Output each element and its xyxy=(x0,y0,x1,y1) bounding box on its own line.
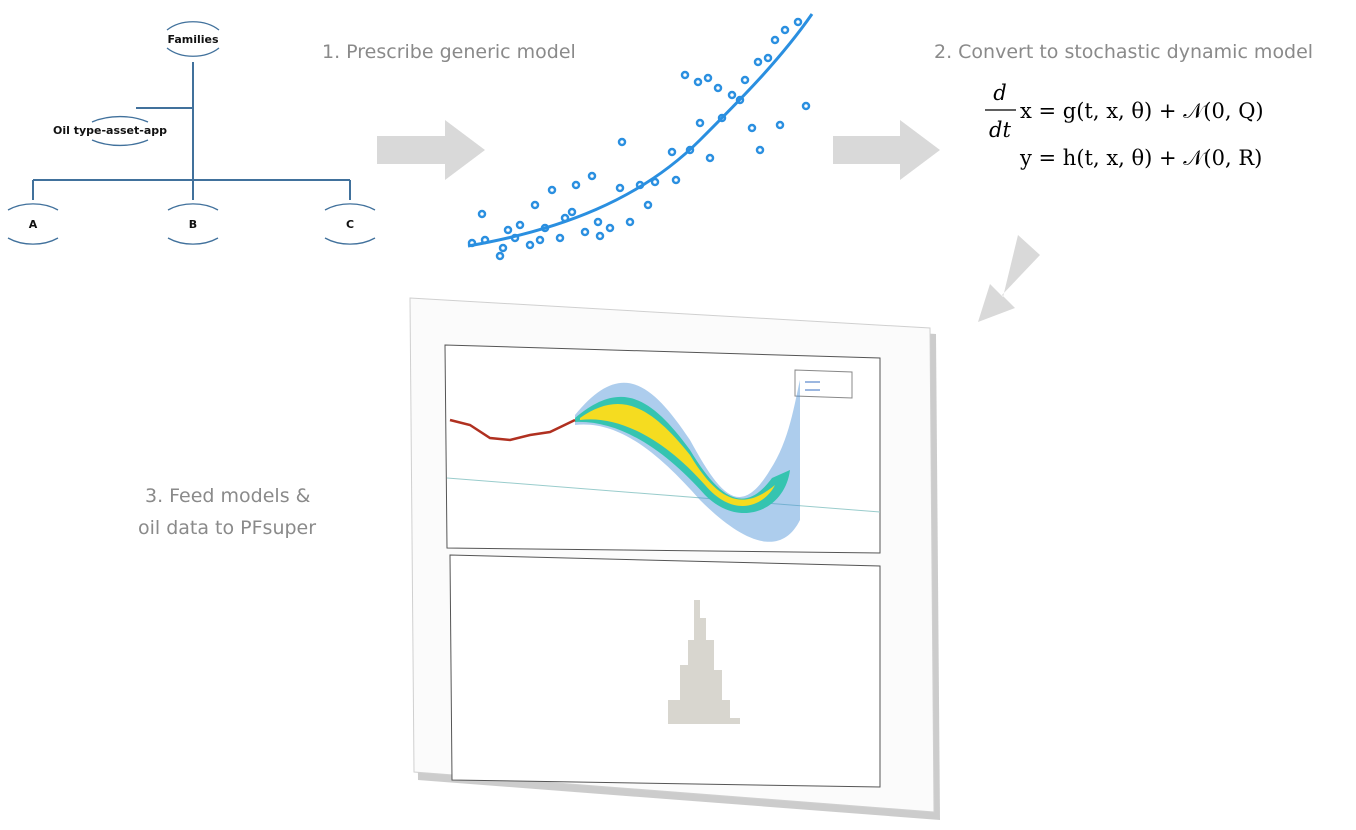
tree-branch: Oil type-asset-app xyxy=(53,124,167,137)
step-label: 1. Prescribe generic model xyxy=(322,41,576,63)
step-label: 3. Feed models & xyxy=(145,485,311,507)
eq-denominator: dt xyxy=(989,118,1011,142)
step-label: 2. Convert to stochastic dynamic model xyxy=(934,41,1313,63)
pf-board xyxy=(409,297,940,820)
step-label: oil data to PFsuper xyxy=(138,517,316,539)
tree-leaf: B xyxy=(189,218,197,231)
tree-root: Families xyxy=(167,33,219,46)
arrows xyxy=(377,120,1040,322)
eq-numerator: d xyxy=(993,81,1006,105)
tree-leaf: C xyxy=(346,218,354,231)
equations: d dt x = g(t, x, θ) + 𝒩(0, Q) y = h(t, x… xyxy=(985,81,1264,170)
tree: Families Oil type-asset-app A B C xyxy=(7,21,376,245)
eq-line: x = g(t, x, θ) + 𝒩(0, Q) xyxy=(1020,99,1264,123)
tree-leaf: A xyxy=(29,218,38,231)
scatter-illustration xyxy=(467,13,814,261)
eq-line: y = h(t, x, θ) + 𝒩(0, R) xyxy=(1019,146,1262,170)
